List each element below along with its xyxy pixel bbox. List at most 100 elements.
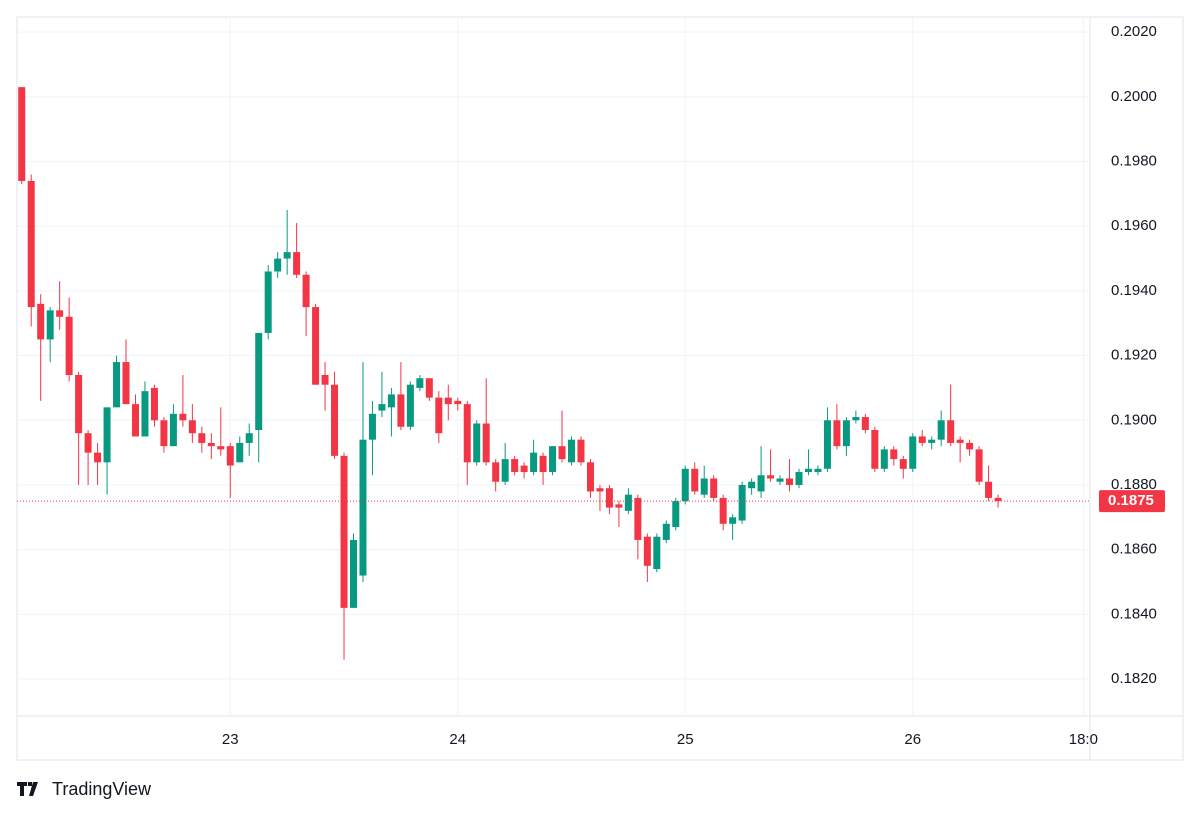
- candle-body: [463, 404, 471, 463]
- candle-body: [340, 455, 348, 608]
- x-tick-label: 23: [222, 731, 239, 748]
- candle-body: [918, 436, 926, 443]
- candle-body: [179, 413, 187, 421]
- candle-body: [302, 274, 310, 308]
- candle-body: [169, 413, 177, 447]
- candle-body: [103, 407, 111, 463]
- candle-body: [549, 446, 557, 473]
- chart-frame: [16, 16, 1184, 761]
- candle-body: [909, 436, 917, 469]
- candle-body: [823, 420, 831, 469]
- labels: 0.1820 0.1840 0.1860 0.1880 0.1900 0.1920 0.19…: [222, 23, 1165, 748]
- candle-body: [435, 397, 443, 434]
- candle-body: [349, 539, 357, 608]
- candle-body: [65, 316, 73, 376]
- last-price-box: [1099, 490, 1165, 513]
- candle-body: [207, 442, 215, 447]
- grid: [17, 17, 1090, 716]
- candles: [17, 87, 1090, 660]
- candle-body: [236, 442, 244, 463]
- candle-body: [748, 481, 756, 489]
- candle-body: [558, 446, 566, 460]
- candle-body: [956, 439, 964, 443]
- candle-body: [710, 478, 718, 498]
- candle-body: [94, 452, 102, 463]
- y-tick-label: 0.1980: [1111, 153, 1157, 170]
- candle-body: [454, 400, 462, 405]
- candle-body: [568, 439, 576, 463]
- candle-body: [226, 446, 234, 466]
- candle-body: [198, 433, 206, 443]
- candle-body: [75, 375, 83, 434]
- candle-body: [359, 439, 367, 576]
- candle-body: [321, 375, 329, 385]
- candle-body: [795, 472, 803, 485]
- x-tick-label: 26: [904, 731, 921, 748]
- candle-body: [662, 523, 670, 540]
- logo: [17, 782, 38, 796]
- candle-body: [719, 497, 727, 524]
- x-tick-label: 18:0: [1069, 731, 1098, 748]
- candle-body: [501, 459, 509, 482]
- candle-body: [672, 501, 680, 528]
- candle-body: [425, 378, 433, 398]
- candle-body: [729, 517, 737, 524]
- candle-body: [615, 504, 623, 508]
- candle-body: [397, 394, 405, 427]
- candle-body: [842, 420, 850, 447]
- candle-body: [757, 475, 765, 492]
- candle-body: [899, 459, 907, 469]
- candle-body: [871, 429, 879, 469]
- candle-body: [274, 258, 282, 272]
- candle-body: [492, 462, 500, 482]
- candle-body: [84, 433, 92, 453]
- candle-body: [852, 417, 860, 421]
- candle-body: [691, 468, 699, 492]
- last-price-label: 0.1875: [1108, 492, 1154, 509]
- candle-body: [596, 488, 604, 492]
- candle-body: [539, 455, 547, 473]
- y-tick-label: 0.1880: [1111, 476, 1157, 493]
- candle-body: [368, 413, 376, 440]
- candle-body: [18, 87, 26, 181]
- candle-body: [122, 362, 130, 405]
- candle-body: [255, 332, 263, 430]
- y-tick-label: 0.1920: [1111, 347, 1157, 364]
- candle-body: [605, 488, 613, 508]
- candle-body: [188, 420, 196, 434]
- y-tick-label: 0.1940: [1111, 282, 1157, 299]
- candle-body: [966, 442, 974, 450]
- candle-body: [245, 433, 253, 443]
- candle-body: [473, 423, 481, 463]
- candle-body: [890, 449, 898, 460]
- x-tick-label: 25: [677, 731, 694, 748]
- candle-body: [985, 481, 993, 498]
- candle-body: [416, 378, 424, 388]
- candle-body: [264, 271, 272, 333]
- candle-body: [283, 252, 291, 259]
- candle-body: [46, 310, 54, 340]
- candle-body: [217, 446, 225, 450]
- candle-body: [928, 439, 936, 443]
- y-tick-label: 0.1900: [1111, 411, 1157, 428]
- candle-body: [56, 310, 64, 317]
- candle-body: [653, 536, 661, 570]
- y-tick-label: 0.2000: [1111, 88, 1157, 105]
- candle-body: [937, 420, 945, 440]
- candle-body: [577, 439, 585, 463]
- candle-body: [530, 452, 538, 473]
- candle-body: [833, 420, 841, 447]
- y-tick-label: 0.1820: [1111, 670, 1157, 687]
- candle-body: [312, 307, 320, 385]
- candle-body: [482, 423, 490, 463]
- candle-body: [131, 404, 139, 437]
- candle-body: [804, 468, 812, 473]
- candle-body: [387, 394, 395, 408]
- candle-body: [947, 420, 955, 443]
- candle-body: [520, 465, 528, 473]
- candle-body: [331, 384, 339, 456]
- candle-body: [444, 397, 452, 405]
- y-tick-label: 0.1960: [1111, 217, 1157, 234]
- candle-body: [738, 484, 746, 521]
